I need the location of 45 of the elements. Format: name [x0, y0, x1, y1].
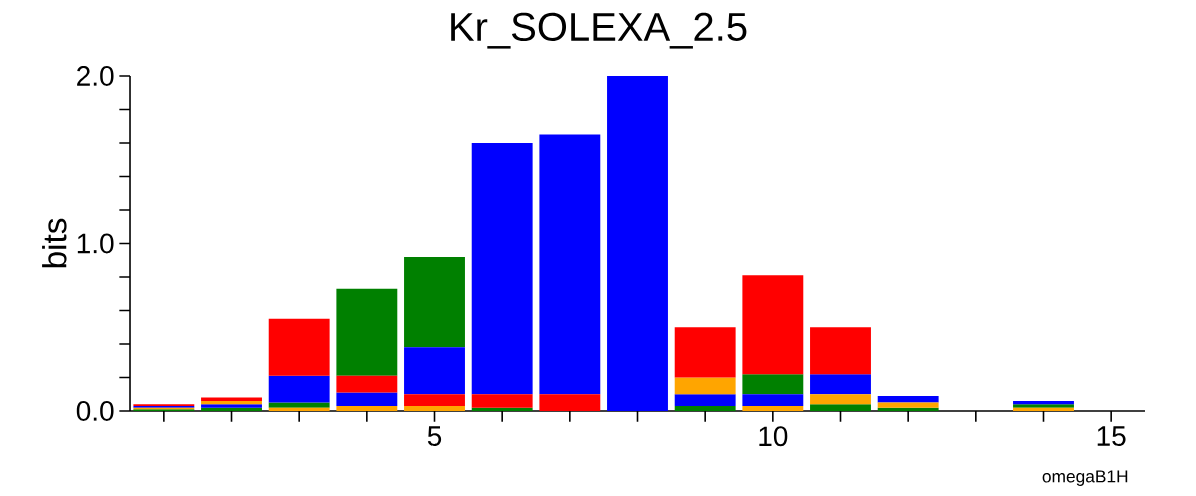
- bar: [877, 407, 939, 411]
- bar: [404, 347, 465, 395]
- bar: [607, 76, 668, 411]
- y-axis-title: bits: [42, 218, 67, 268]
- bar: [810, 404, 871, 411]
- x-tick-label: 15: [1097, 426, 1126, 446]
- bar: [201, 397, 262, 401]
- bar: [336, 392, 398, 406]
- bar: [742, 374, 804, 395]
- chart-title: Kr_SOLEXA_2.5: [451, 12, 747, 49]
- bar: [404, 256, 465, 348]
- bar: [877, 402, 939, 408]
- bar: [201, 400, 262, 405]
- bar: [268, 375, 330, 403]
- bar: [471, 394, 533, 408]
- bar: [810, 327, 871, 375]
- text: omegaB1H: [1042, 470, 1128, 486]
- bar: [336, 375, 398, 393]
- bar: [539, 394, 601, 411]
- y-tick-label: 0.0: [76, 401, 114, 421]
- bar: [404, 405, 465, 411]
- y-tick-label: 2.0: [77, 66, 114, 86]
- x-tick-label: 10: [759, 426, 788, 447]
- bar: [810, 374, 871, 395]
- bar: [471, 142, 533, 395]
- bar: [674, 377, 736, 395]
- bar: [539, 134, 601, 395]
- bar: [810, 394, 871, 405]
- bar: [471, 407, 533, 411]
- bar: [742, 394, 804, 406]
- y-tick-label: 1.0: [77, 233, 114, 254]
- bar: [742, 275, 804, 375]
- bar: [268, 407, 330, 411]
- bar: [674, 405, 736, 411]
- bar: [674, 394, 736, 406]
- x-tick-label: 5: [427, 426, 442, 446]
- bar: [674, 327, 736, 378]
- bar: [336, 405, 398, 411]
- bar: [742, 405, 804, 411]
- bar: [268, 318, 330, 376]
- bar: [336, 288, 398, 376]
- bar: [1013, 400, 1074, 405]
- bar: [268, 402, 330, 408]
- bar: [404, 394, 465, 406]
- bar: [877, 395, 939, 403]
